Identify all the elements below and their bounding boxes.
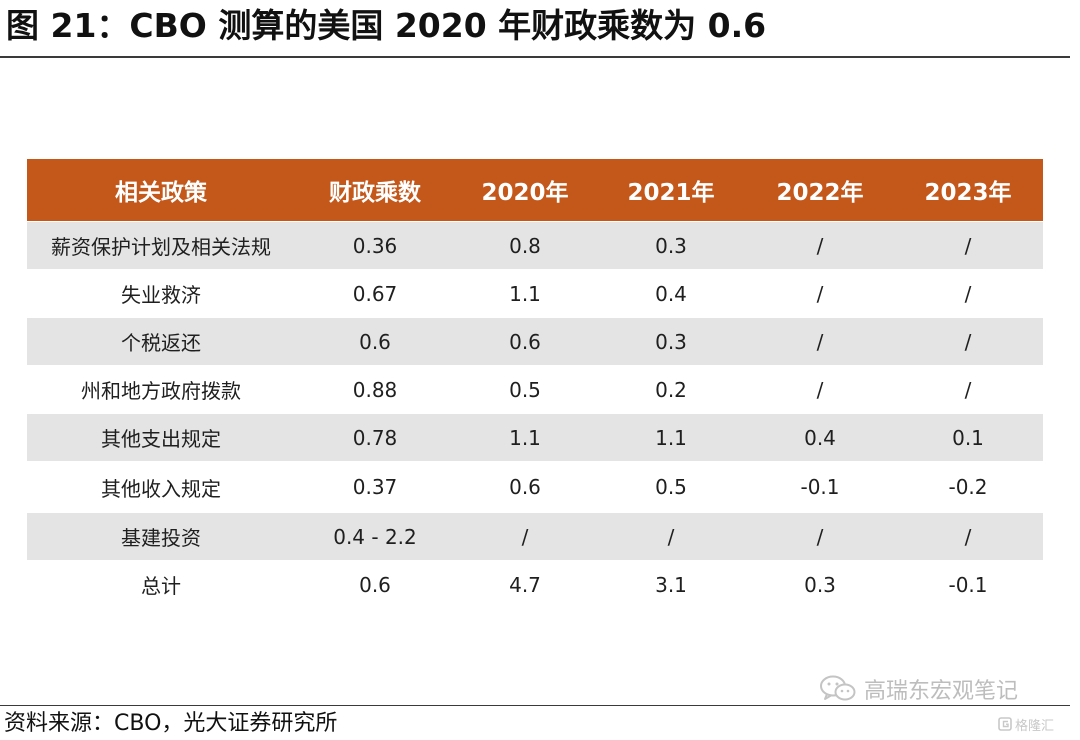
cell-2022: / [747,269,893,318]
cell-2021: 0.3 [595,221,747,270]
table-header-row: 相关政策 财政乘数 2020年 2021年 2022年 2023年 [27,159,1043,222]
cell-multiplier: 0.67 [295,269,455,318]
fiscal-multiplier-table: 相关政策 财政乘数 2020年 2021年 2022年 2023年 薪资保护计划… [27,159,1043,608]
table-row: 其他支出规定 0.78 1.1 1.1 0.4 0.1 [27,413,1043,462]
cell-policy: 薪资保护计划及相关法规 [27,221,295,270]
cell-multiplier: 0.78 [295,413,455,462]
header-2020: 2020年 [455,159,595,222]
cell-2023: -0.1 [893,560,1043,608]
cell-2020: 0.6 [455,317,595,366]
cell-2022: 0.3 [747,560,893,608]
table-row-total: 总计 0.6 4.7 3.1 0.3 -0.1 [27,560,1043,608]
badge-text: 格隆汇 [1015,718,1055,734]
header-2022: 2022年 [747,159,893,222]
header-multiplier: 财政乘数 [295,159,455,222]
watermark-text: 高瑞东宏观笔记 [864,679,1019,704]
table-row: 其他收入规定 0.37 0.6 0.5 -0.1 -0.2 [27,461,1043,513]
header-2021: 2021年 [595,159,747,222]
gelonghui-badge: 格隆汇 [998,714,1054,734]
cell-2020: 0.5 [455,365,595,414]
cell-policy: 基建投资 [27,512,295,561]
cell-multiplier: 0.4 - 2.2 [295,512,455,561]
cell-2022: / [747,221,893,270]
cell-multiplier: 0.6 [295,560,455,608]
cell-2022: / [747,365,893,414]
cell-2021: 0.4 [595,269,747,318]
gelonghui-logo-icon [998,717,1012,731]
header-policy: 相关政策 [27,159,295,222]
cell-policy: 个税返还 [27,317,295,366]
header-2023: 2023年 [893,159,1043,222]
cell-2021: 0.2 [595,365,747,414]
source-note: 资料来源：CBO，光大证券研究所 [4,711,338,736]
cell-2022: -0.1 [747,461,893,513]
cell-2021: 0.5 [595,461,747,513]
cell-multiplier: 0.88 [295,365,455,414]
cell-2022: 0.4 [747,413,893,462]
cell-2022: / [747,512,893,561]
table-row: 州和地方政府拨款 0.88 0.5 0.2 / / [27,365,1043,414]
table-row: 基建投资 0.4 - 2.2 / / / / [27,512,1043,561]
cell-policy: 失业救济 [27,269,295,318]
cell-policy: 其他支出规定 [27,413,295,462]
cell-2020: 0.6 [455,461,595,513]
source-rule [0,705,1070,706]
cell-policy: 其他收入规定 [27,461,295,513]
cell-2023: / [893,365,1043,414]
cell-policy: 总计 [27,560,295,608]
cell-2021: 1.1 [595,413,747,462]
cell-2020: / [455,512,595,561]
cell-2023: / [893,317,1043,366]
cell-policy: 州和地方政府拨款 [27,365,295,414]
title-rule [0,56,1070,58]
wechat-icon [820,675,856,703]
cell-multiplier: 0.6 [295,317,455,366]
cell-2021: 3.1 [595,560,747,608]
table-row: 薪资保护计划及相关法规 0.36 0.8 0.3 / / [27,221,1043,270]
cell-2023: / [893,221,1043,270]
cell-2020: 1.1 [455,269,595,318]
cell-2023: / [893,269,1043,318]
cell-2020: 1.1 [455,413,595,462]
cell-multiplier: 0.37 [295,461,455,513]
figure-title: 图 21：CBO 测算的美国 2020 年财政乘数为 0.6 [6,6,767,45]
cell-2023: -0.2 [893,461,1043,513]
cell-multiplier: 0.36 [295,221,455,270]
cell-2021: / [595,512,747,561]
table-row: 失业救济 0.67 1.1 0.4 / / [27,269,1043,318]
wechat-watermark: 高瑞东宏观笔记 [820,672,1018,706]
cell-2023: / [893,512,1043,561]
cell-2023: 0.1 [893,413,1043,462]
cell-2020: 4.7 [455,560,595,608]
cell-2022: / [747,317,893,366]
table-row: 个税返还 0.6 0.6 0.3 / / [27,317,1043,366]
cell-2020: 0.8 [455,221,595,270]
data-table-container: 相关政策 财政乘数 2020年 2021年 2022年 2023年 薪资保护计划… [27,159,1043,608]
cell-2021: 0.3 [595,317,747,366]
